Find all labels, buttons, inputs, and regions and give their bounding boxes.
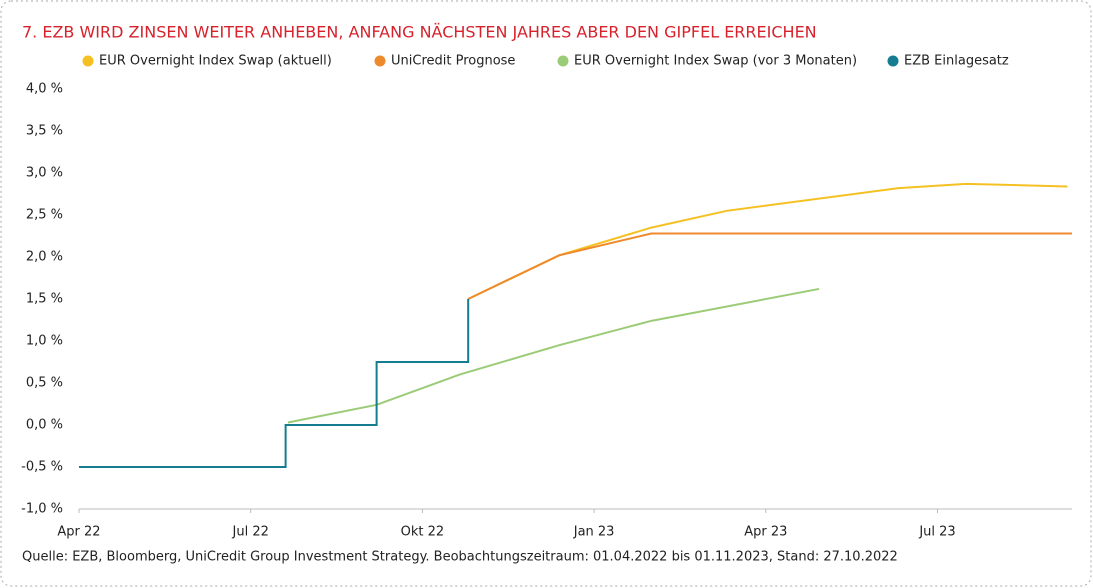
- legend-marker: [374, 55, 386, 67]
- x-tick-label: Jul 22: [232, 525, 269, 540]
- legend-label: EZB Einlagesatz: [904, 54, 1009, 69]
- series-line: [79, 299, 470, 468]
- legend-marker: [557, 55, 569, 67]
- legend-marker: [82, 55, 94, 67]
- y-tick-label: -1,0 %: [21, 502, 63, 517]
- y-tick-label: -0,5 %: [21, 460, 63, 475]
- y-tick-label: 1,5 %: [26, 292, 63, 307]
- y-tick-label: 0,5 %: [26, 376, 63, 391]
- x-tick-label: Jul 23: [918, 525, 955, 540]
- y-tick-label: 3,5 %: [26, 124, 63, 139]
- x-tick-label: Apr 22: [57, 525, 100, 540]
- legend-label: EUR Overnight Index Swap (aktuell): [99, 54, 332, 69]
- legend-marker: [887, 55, 899, 67]
- x-tick-label: Okt 22: [401, 525, 445, 540]
- source-note: Quelle: EZB, Bloomberg, UniCredit Group …: [22, 550, 898, 565]
- legend-label: UniCredit Prognose: [391, 54, 515, 69]
- y-tick-label: 4,0 %: [26, 82, 63, 97]
- y-tick-label: 1,0 %: [26, 334, 63, 349]
- y-tick-label: 2,5 %: [26, 208, 63, 223]
- series-line: [467, 182, 1068, 300]
- y-tick-label: 3,0 %: [26, 166, 63, 181]
- x-tick-label: Apr 23: [744, 525, 787, 540]
- y-tick-label: 0,0 %: [26, 418, 63, 433]
- y-tick-label: 2,0 %: [26, 250, 63, 265]
- legend-label: EUR Overnight Index Swap (vor 3 Monaten): [574, 54, 857, 69]
- series-line: [287, 287, 820, 424]
- series-line: [467, 232, 1072, 300]
- x-tick-label: Jan 23: [573, 525, 615, 540]
- chart-title: 7. EZB WIRD ZINSEN WEITER ANHEBEN, ANFAN…: [22, 23, 817, 42]
